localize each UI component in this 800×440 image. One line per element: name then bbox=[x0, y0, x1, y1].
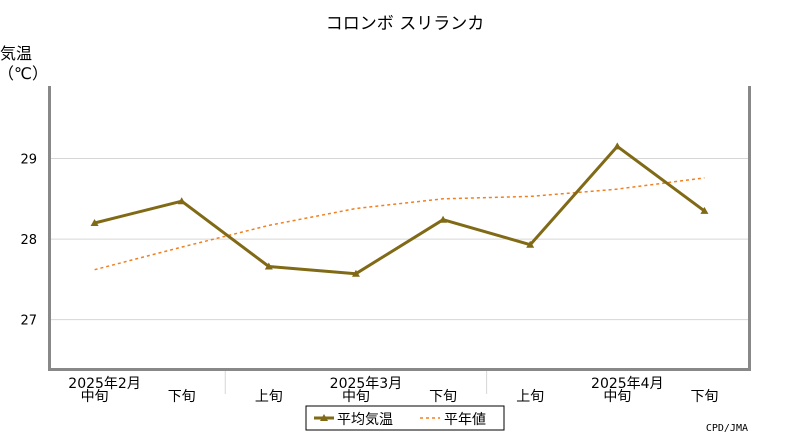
x-month-label: 2025年2月 bbox=[68, 376, 141, 392]
y-tick-label: 29 bbox=[20, 153, 37, 168]
legend-label-avg: 平均気温 bbox=[337, 412, 393, 428]
legend: 平均気温 平年値 bbox=[305, 405, 505, 431]
data-point-average bbox=[351, 269, 360, 277]
data-point-average bbox=[264, 262, 273, 270]
legend-marker-avg bbox=[320, 414, 328, 421]
y-tick-label: 27 bbox=[20, 314, 37, 329]
x-month-label: 2025年3月 bbox=[330, 376, 403, 392]
data-point-average bbox=[439, 215, 448, 223]
series-line-normal bbox=[94, 177, 705, 271]
legend-box bbox=[305, 405, 505, 431]
plot-border-bottom bbox=[48, 368, 751, 371]
y-ticks: 27 28 29 bbox=[20, 153, 37, 329]
x-tick-label: 下旬 bbox=[168, 389, 196, 405]
x-tick-label: 中旬 bbox=[81, 389, 109, 405]
data-point-average bbox=[700, 206, 709, 214]
grid-lines bbox=[51, 158, 748, 321]
x-ticks: 中旬 下旬 上旬 中旬 下旬 上旬 中旬 下旬 2025年2月 2025年3月 2025年4月 bbox=[68, 371, 718, 405]
plot-border-left bbox=[48, 86, 51, 370]
x-tick-label: 中旬 bbox=[342, 389, 370, 405]
plot-area bbox=[48, 86, 751, 371]
x-tick-label: 下旬 bbox=[429, 389, 457, 405]
data-point-average bbox=[177, 197, 186, 205]
series-line-average bbox=[94, 144, 706, 276]
x-tick-label: 中旬 bbox=[603, 389, 631, 405]
x-tick-label: 上旬 bbox=[516, 389, 544, 405]
credit: CPD/JMA bbox=[706, 423, 748, 434]
y-axis-unit: （℃） bbox=[0, 64, 48, 83]
x-month-label: 2025年4月 bbox=[591, 376, 664, 392]
legend-label-normal: 平年値 bbox=[444, 412, 486, 428]
x-tick-label: 上旬 bbox=[255, 389, 283, 405]
y-tick-label: 28 bbox=[20, 233, 37, 248]
series-lines bbox=[90, 142, 709, 277]
y-axis-label: 気温 bbox=[0, 44, 32, 63]
data-point-average bbox=[613, 142, 622, 150]
chart-title: コロンボ スリランカ bbox=[326, 14, 484, 34]
plot-border-right bbox=[748, 86, 751, 370]
data-point-average bbox=[526, 240, 535, 248]
x-tick-label: 下旬 bbox=[690, 389, 718, 405]
data-point-average bbox=[90, 218, 99, 226]
